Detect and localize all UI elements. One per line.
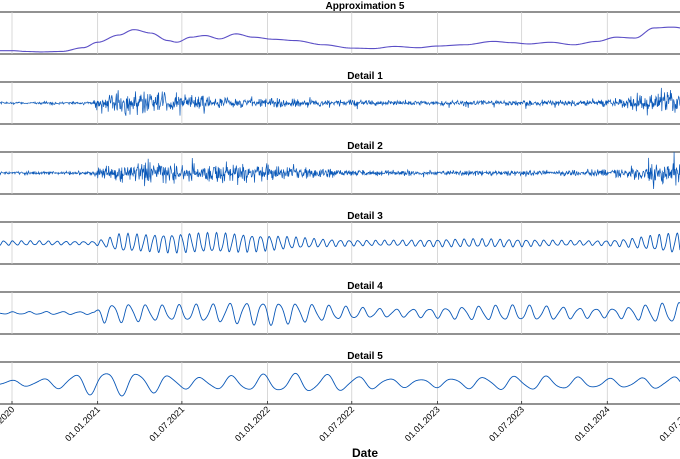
x-tick-label: 01.07.2021 (147, 404, 186, 443)
panel-title: Detail 3 (347, 211, 383, 222)
x-tick-label: 01.01.2021 (63, 404, 102, 443)
panel-5: Detail 4 (0, 281, 680, 335)
x-tick-label: 01.01.2023 (403, 404, 442, 443)
panel-title: Detail 5 (347, 351, 383, 362)
x-tick-label: 01.01.2022 (233, 404, 272, 443)
panel-1: Approximation 5 (0, 1, 680, 55)
x-tick-label: 01.07.2020 (0, 404, 16, 443)
panel-title: Detail 4 (347, 281, 383, 292)
x-tick-label: 01.07.2022 (317, 404, 356, 443)
x-tick-label: 01.07.2024 (657, 404, 680, 443)
x-tick-label: 01.07.2023 (487, 404, 526, 443)
detail-series-line (0, 302, 680, 326)
detail-series-line (0, 231, 680, 254)
panel-title: Approximation 5 (326, 1, 405, 12)
approximation-series-line (0, 26, 680, 53)
panel-6: Detail 5 (0, 351, 680, 405)
x-axis-label: Date (352, 446, 378, 459)
panel-3: Detail 2 (0, 141, 680, 195)
detail-series-line (0, 87, 680, 116)
detail-series-line (0, 372, 680, 397)
detail-series-line (0, 151, 680, 190)
panel-4: Detail 3 (0, 211, 680, 265)
panel-title: Detail 2 (347, 141, 383, 152)
x-tick-label: 01.01.2024 (573, 404, 612, 443)
panel-2: Detail 1 (0, 71, 680, 125)
panel-title: Detail 1 (347, 71, 383, 82)
